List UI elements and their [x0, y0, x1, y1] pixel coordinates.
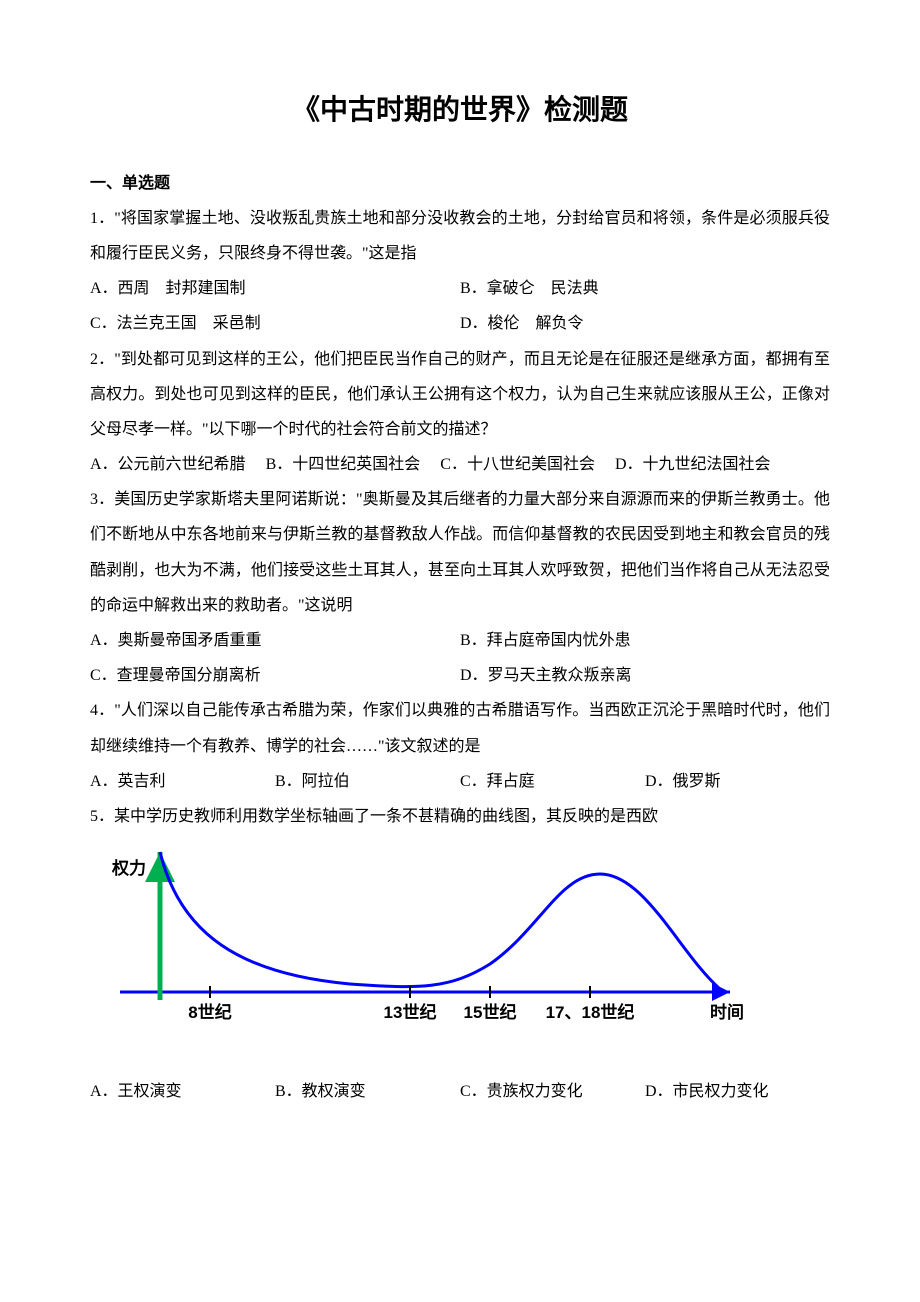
chart-svg: 8世纪 13世纪 15世纪 17、18世纪 权力时间 — [90, 844, 770, 1044]
svg-text:权力: 权力 — [111, 858, 146, 878]
q4-option-d: D．俄罗斯 — [645, 764, 830, 799]
q4-option-a: A．英吉利 — [90, 764, 275, 799]
q2-option-b: B．十四世纪英国社会 — [266, 456, 421, 473]
q3-option-d: D．罗马天主教众叛亲离 — [460, 658, 830, 693]
q2-option-d: D．十九世纪法国社会 — [615, 456, 771, 473]
svg-text:8世纪: 8世纪 — [188, 1002, 231, 1022]
svg-text:时间: 时间 — [710, 1002, 744, 1022]
q5-option-c: C．贵族权力变化 — [460, 1074, 645, 1109]
q1-option-c: C．法兰克王国 采邑制 — [90, 306, 460, 341]
q5-option-d: D．市民权力变化 — [645, 1074, 830, 1109]
page-title: 《中古时期的世界》检测题 — [90, 80, 830, 142]
svg-text:15世纪: 15世纪 — [464, 1002, 517, 1022]
section-heading: 一、单选题 — [90, 166, 830, 201]
q4-text: 4．"人们深以自己能传承古希腊为荣，作家们以典雅的古希腊语写作。当西欧正沉沦于黑… — [90, 693, 830, 763]
q2-option-c: C．十八世纪美国社会 — [440, 456, 595, 473]
q1-option-d: D．梭伦 解负令 — [460, 306, 830, 341]
svg-text:17、18世纪: 17、18世纪 — [546, 1002, 635, 1022]
q5-text: 5．某中学历史教师利用数学坐标轴画了一条不甚精确的曲线图，其反映的是西欧 — [90, 799, 830, 834]
q5-option-b: B．教权演变 — [275, 1074, 460, 1109]
svg-text:13世纪: 13世纪 — [384, 1002, 437, 1022]
q1-options-row2: C．法兰克王国 采邑制 D．梭伦 解负令 — [90, 306, 830, 341]
q2-option-a: A．公元前六世纪希腊 — [90, 456, 246, 473]
q4-option-b: B．阿拉伯 — [275, 764, 460, 799]
q1-option-b: B．拿破仑 民法典 — [460, 271, 830, 306]
q3-option-c: C．查理曼帝国分崩离析 — [90, 658, 460, 693]
q5-option-a: A．王权演变 — [90, 1074, 275, 1109]
q4-option-c: C．拜占庭 — [460, 764, 645, 799]
q1-option-a: A．西周 封邦建国制 — [90, 271, 460, 306]
q1-options-row1: A．西周 封邦建国制 B．拿破仑 民法典 — [90, 271, 830, 306]
power-curve-chart: 8世纪 13世纪 15世纪 17、18世纪 权力时间 — [90, 844, 830, 1044]
q3-option-b: B．拜占庭帝国内忧外患 — [460, 623, 830, 658]
q5-options: A．王权演变 B．教权演变 C．贵族权力变化 D．市民权力变化 — [90, 1074, 830, 1109]
q3-options-row2: C．查理曼帝国分崩离析 D．罗马天主教众叛亲离 — [90, 658, 830, 693]
q1-text: 1．"将国家掌握土地、没收叛乱贵族土地和部分没收教会的土地，分封给官员和将领，条… — [90, 201, 830, 271]
q4-options: A．英吉利 B．阿拉伯 C．拜占庭 D．俄罗斯 — [90, 764, 830, 799]
q3-option-a: A．奥斯曼帝国矛盾重重 — [90, 623, 460, 658]
q2-options: A．公元前六世纪希腊 B．十四世纪英国社会 C．十八世纪美国社会 D．十九世纪法… — [90, 447, 830, 482]
q2-text: 2．"到处都可见到这样的王公，他们把臣民当作自己的财产，而且无论是在征服还是继承… — [90, 342, 830, 448]
q3-options-row1: A．奥斯曼帝国矛盾重重 B．拜占庭帝国内忧外患 — [90, 623, 830, 658]
q3-text: 3．美国历史学家斯塔夫里阿诺斯说："奥斯曼及其后继者的力量大部分来自源源而来的伊… — [90, 482, 830, 623]
